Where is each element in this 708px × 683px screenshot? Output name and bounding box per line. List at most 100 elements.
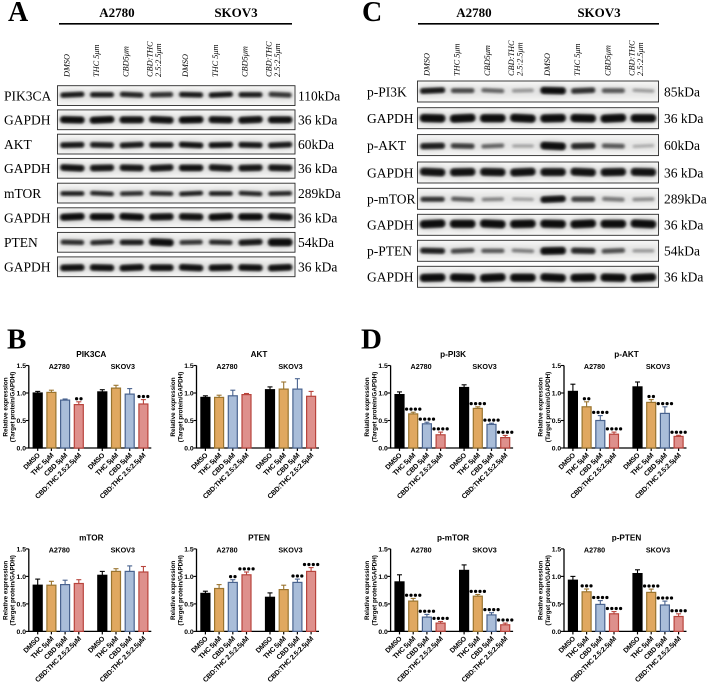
svg-text:A: A [8,0,29,28]
svg-text:p-PI3K: p-PI3K [367,84,407,99]
svg-text:THC 5μm: THC 5μm [92,44,101,77]
svg-text:GAPDH: GAPDH [367,270,414,285]
svg-text:0.0: 0.0 [184,446,194,453]
svg-text:1.0: 1.0 [17,391,27,398]
svg-text:0.0: 0.0 [552,446,562,453]
svg-text:p-PI3K: p-PI3K [440,350,466,359]
svg-text:1.5: 1.5 [184,547,194,554]
svg-text:(Target protein/GAPDH): (Target protein/GAPDH) [545,372,552,443]
svg-text:p-mTOR: p-mTOR [367,192,416,207]
svg-text:THC 5μm: THC 5μm [211,44,220,77]
svg-text:A2780: A2780 [411,362,432,371]
svg-text:54kDa: 54kDa [298,235,334,250]
svg-text:A2780: A2780 [49,545,70,554]
svg-text:PIK3CA: PIK3CA [76,350,106,359]
svg-text:DMSO: DMSO [181,54,190,78]
svg-text:0.0: 0.0 [17,446,27,453]
svg-text:SKOV3: SKOV3 [577,5,621,20]
svg-text:0.5: 0.5 [552,418,562,425]
svg-text:(Target protein/GAPDH): (Target protein/GAPDH) [10,555,17,626]
svg-text:289kDa: 289kDa [664,192,707,207]
svg-text:0.0: 0.0 [378,629,388,636]
svg-text:PTEN: PTEN [248,533,270,542]
svg-text:p-AKT: p-AKT [614,350,639,359]
svg-text:110kDa: 110kDa [298,88,340,103]
svg-text:(Target protein/GAPDH): (Target protein/GAPDH) [371,555,378,626]
svg-text:C: C [362,0,382,28]
svg-text:36 kDa: 36 kDa [664,270,703,285]
svg-text:1.0: 1.0 [378,391,388,398]
svg-text:0.0: 0.0 [17,629,27,636]
svg-text:0.5: 0.5 [184,602,194,609]
svg-text:60kDa: 60kDa [298,137,334,152]
svg-text:GAPDH: GAPDH [4,161,51,176]
svg-text:p-mTOR: p-mTOR [437,533,469,542]
svg-text:1.5: 1.5 [378,363,388,370]
svg-text:D: D [361,324,382,356]
svg-text:CBD5μm: CBD5μm [483,45,492,76]
svg-text:PTEN: PTEN [4,235,38,250]
svg-text:(Target protein/GAPDH): (Target protein/GAPDH) [177,555,184,626]
svg-text:A2780: A2780 [49,362,70,371]
svg-text:2.5:2.5μm: 2.5:2.5μm [154,43,163,77]
svg-text:0.5: 0.5 [378,418,388,425]
svg-text:SKOV3: SKOV3 [111,545,135,554]
svg-text:DMSO: DMSO [423,53,432,77]
svg-text:1.5: 1.5 [552,547,562,554]
svg-text:mTOR: mTOR [4,186,41,201]
svg-text:2.5:2.5μm: 2.5:2.5μm [273,43,282,77]
svg-text:p-AKT: p-AKT [367,138,407,153]
svg-text:(Target protein/GAPDH): (Target protein/GAPDH) [177,372,184,443]
svg-text:1.0: 1.0 [552,391,562,398]
svg-text:SKOV3: SKOV3 [214,5,258,20]
svg-text:GAPDH: GAPDH [4,211,51,226]
svg-text:1.5: 1.5 [17,547,27,554]
svg-text:GAPDH: GAPDH [4,113,51,128]
svg-text:1.5: 1.5 [552,363,562,370]
svg-text:GAPDH: GAPDH [367,165,414,180]
svg-text:A2780: A2780 [216,362,237,371]
svg-text:A2780: A2780 [584,545,605,554]
svg-text:Relative expression: Relative expression [538,561,545,620]
svg-text:p-PTEN: p-PTEN [367,244,412,259]
svg-text:THC 5μm: THC 5μm [453,43,462,76]
svg-text:Relative expression: Relative expression [2,377,9,436]
svg-text:CBD5μm: CBD5μm [122,46,131,77]
svg-text:A2780: A2780 [584,362,605,371]
svg-text:GAPDH: GAPDH [367,218,414,233]
svg-text:2.5:2.5μm: 2.5:2.5μm [516,42,525,76]
svg-text:CBD:THC: CBD:THC [265,41,274,77]
svg-text:A2780: A2780 [456,5,491,20]
svg-text:SKOV3: SKOV3 [472,362,496,371]
svg-text:mTOR: mTOR [79,533,104,542]
svg-text:Relative expression: Relative expression [170,377,177,436]
svg-text:SKOV3: SKOV3 [472,545,496,554]
svg-text:B: B [7,324,26,356]
svg-text:Relative expression: Relative expression [364,377,371,436]
svg-text:0.0: 0.0 [184,629,194,636]
svg-text:GAPDH: GAPDH [367,111,414,126]
svg-text:SKOV3: SKOV3 [278,362,302,371]
svg-text:(Target protein/GAPDH): (Target protein/GAPDH) [545,555,552,626]
svg-text:A2780: A2780 [411,545,432,554]
svg-text:1.0: 1.0 [184,574,194,581]
svg-text:36 kDa: 36 kDa [664,111,703,126]
svg-text:(Target protein/GAPDH): (Target protein/GAPDH) [371,372,378,443]
svg-text:A2780: A2780 [216,545,237,554]
svg-text:Relative expression: Relative expression [170,561,177,620]
svg-text:CBD:THC: CBD:THC [507,40,516,76]
svg-text:85kDa: 85kDa [664,84,700,99]
svg-text:36 kDa: 36 kDa [664,218,703,233]
svg-text:60kDa: 60kDa [664,138,700,153]
svg-text:1.0: 1.0 [17,574,27,581]
svg-text:1.0: 1.0 [552,574,562,581]
svg-text:SKOV3: SKOV3 [278,545,302,554]
svg-text:54kDa: 54kDa [664,244,700,259]
svg-text:289kDa: 289kDa [298,186,341,201]
svg-text:0.0: 0.0 [552,629,562,636]
svg-text:Relative expression: Relative expression [364,561,371,620]
svg-text:AKT: AKT [4,137,32,152]
svg-text:1.0: 1.0 [184,391,194,398]
svg-text:1.5: 1.5 [17,363,27,370]
svg-text:AKT: AKT [251,350,268,359]
